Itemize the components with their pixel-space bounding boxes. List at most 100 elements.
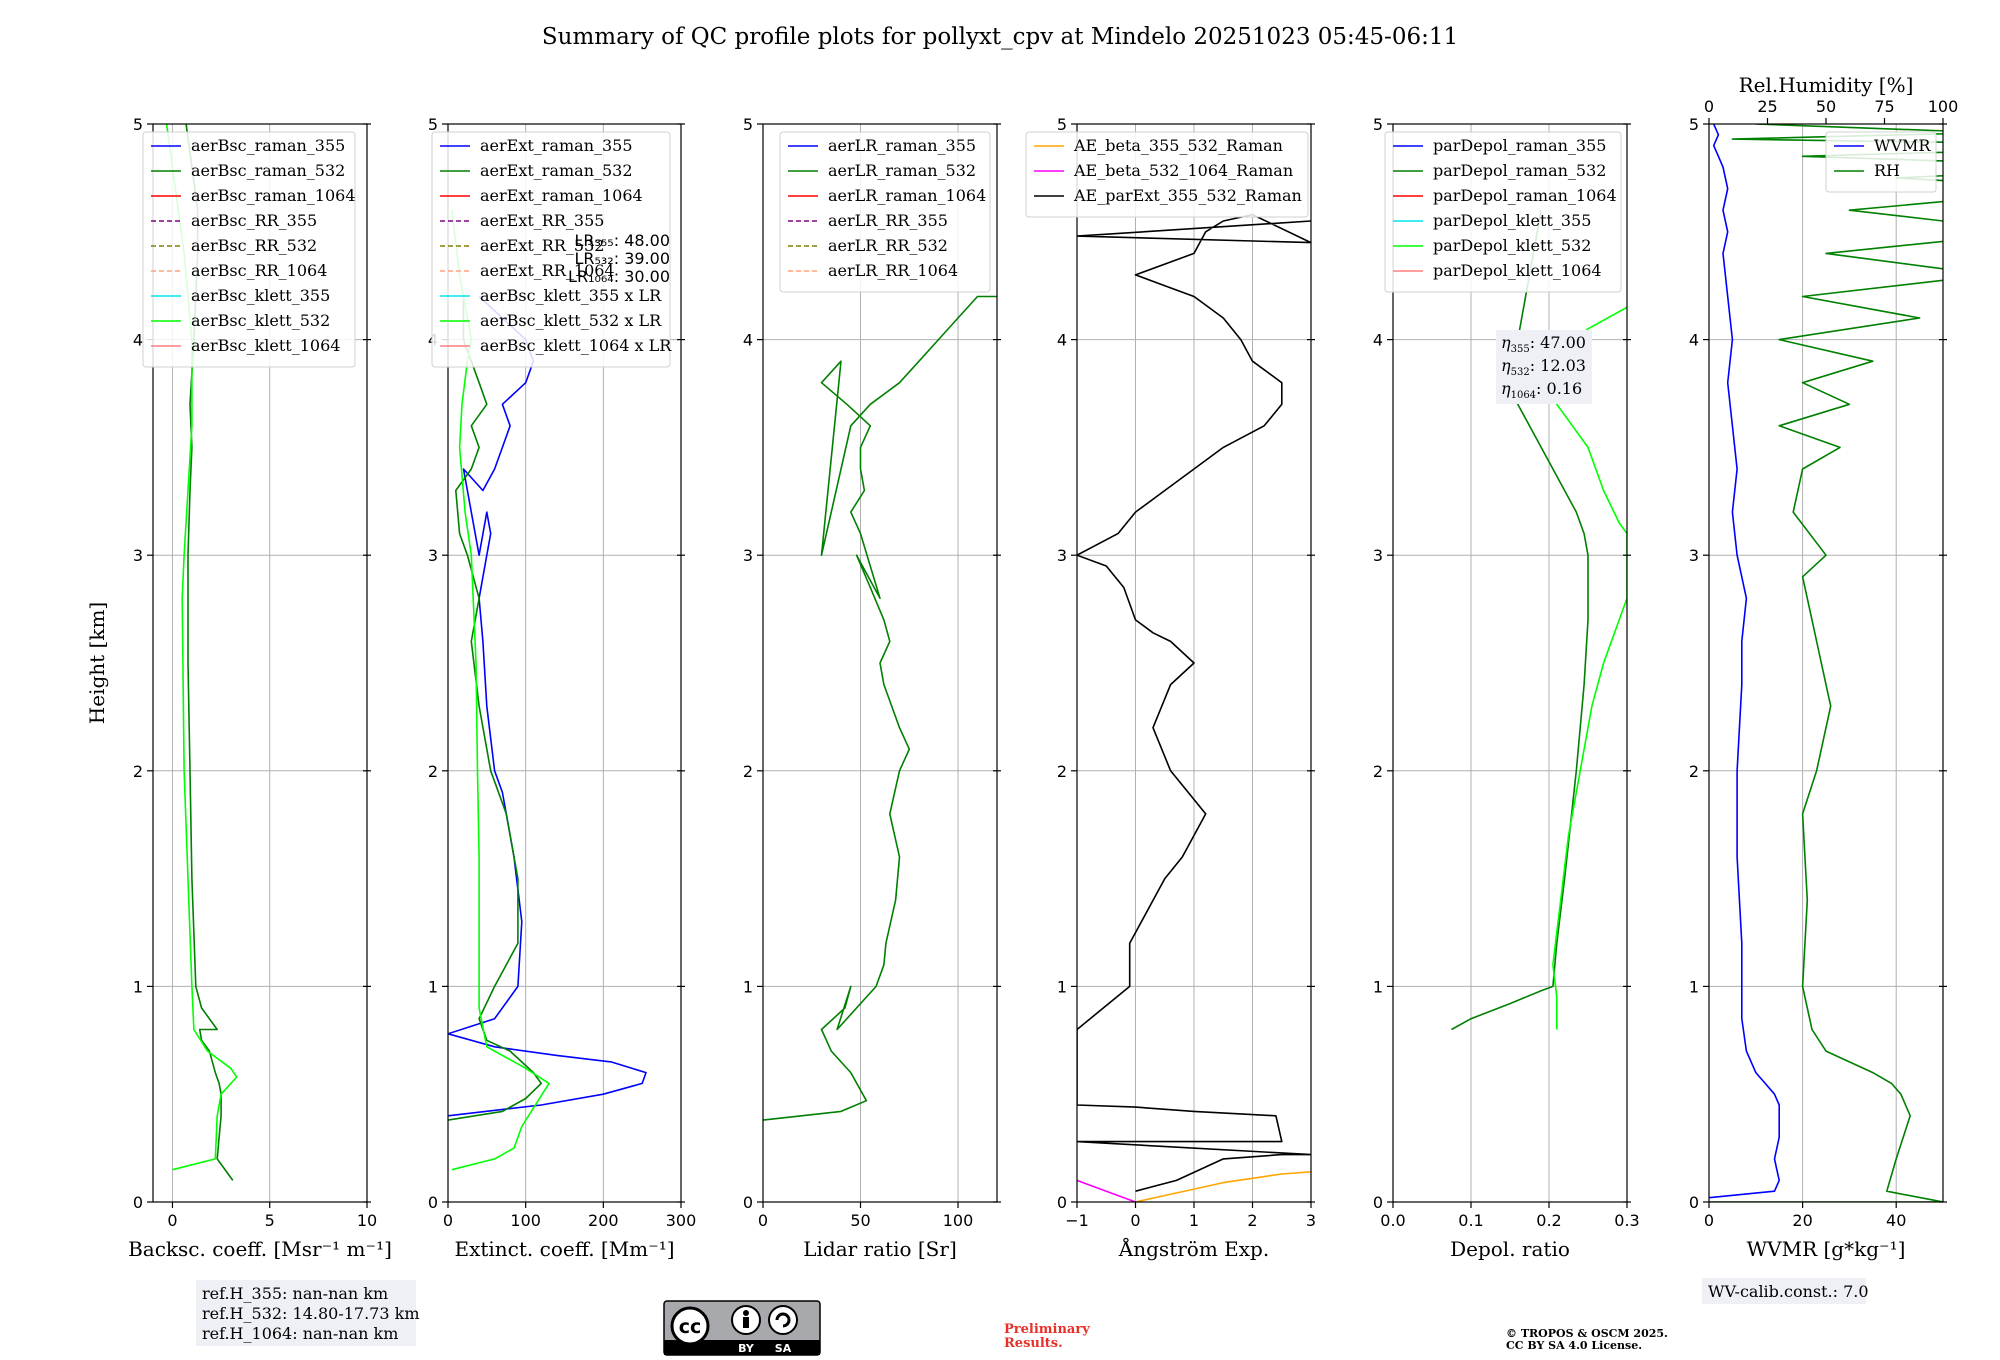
ae-ytick-label-2: 2	[1057, 762, 1067, 781]
depol-xlabel: Depol. ratio	[1450, 1237, 1570, 1261]
ae-xtick-label-0: −1	[1065, 1211, 1089, 1230]
bsc-ytick-label-1: 1	[133, 977, 143, 996]
ext-lr-text-2: LR₁₀₆₄: 30.00	[568, 267, 670, 286]
ext-xtick-label-2: 200	[588, 1211, 619, 1230]
by-person-body	[743, 1317, 749, 1328]
ext-legend-label-6: aerBsc_klett_355 x LR	[480, 286, 662, 305]
panel-ext: 0100200300012345Extinct. coeff. [Mm⁻¹]ae…	[428, 115, 696, 1261]
depol-ytick-label-1: 1	[1373, 977, 1383, 996]
lr-xtick-label-0: 0	[758, 1211, 768, 1230]
wv-calib-text: WV-calib.const.: 7.0	[1708, 1282, 1869, 1301]
wv-legend-label-0: WVMR	[1874, 136, 1931, 155]
ext-ytick-label-2: 2	[428, 762, 438, 781]
bsc-legend: aerBsc_raman_355 aerBsc_raman_532 aerBsc_r…	[142, 131, 356, 368]
depol-xtick-label-1: 0.1	[1458, 1211, 1483, 1230]
lr-ytick-label-0: 0	[743, 1193, 753, 1212]
lr-xtick-label-2: 100	[943, 1211, 974, 1230]
ext-xtick-label-3: 300	[666, 1211, 697, 1230]
wv-ytick-label-3: 3	[1689, 546, 1699, 565]
ext-legend-label-1: aerExt_raman_532	[480, 161, 633, 180]
ref-h-1064: ref.H_1064: nan-nan km	[202, 1324, 398, 1343]
ae-xtick-label-3: 2	[1247, 1211, 1257, 1230]
bsc-legend-label-2: aerBsc_raman_1064	[191, 186, 356, 205]
ae-legend-label-1: AE_beta_532_1064_Raman	[1073, 161, 1293, 180]
ext-xtick-label-1: 100	[510, 1211, 541, 1230]
copyright-line-1: © TROPOS & OSCM 2025.	[1506, 1327, 1668, 1340]
bsc-ytick-label-4: 4	[133, 331, 143, 350]
depol-legend-label-1: parDepol_raman_532	[1433, 161, 1606, 180]
bsc-xtick-label-2: 10	[357, 1211, 377, 1230]
depol-legend-label-2: parDepol_raman_1064	[1433, 186, 1617, 205]
wv-top-axis-label: Rel.Humidity [%]	[1739, 73, 1914, 97]
lr-ytick-label-1: 1	[743, 977, 753, 996]
ae-legend-label-0: AE_beta_355_532_Raman	[1073, 136, 1283, 155]
depol-series-parDepol_klett_532	[1540, 306, 1627, 1030]
cc-license-badge: cc BY SA	[663, 1300, 821, 1356]
ae-legend: AE_beta_355_532_Raman AE_beta_532_1064_Ra…	[1025, 131, 1309, 218]
ae-xtick-label-1: 0	[1130, 1211, 1140, 1230]
lr-axes-frame	[762, 123, 998, 1203]
lr-ytick-label-2: 2	[743, 762, 753, 781]
lr-legend: aerLR_raman_355 aerLR_raman_532 aerLR_rama…	[779, 131, 991, 293]
ext-legend: aerExt_raman_355 aerExt_raman_532 aerExt_r…	[431, 131, 672, 368]
ae-ytick-label-0: 0	[1057, 1193, 1067, 1212]
panel-lr: 0 50 100 0 1 2 3 4 5 Lidar ratio [Sr] aerLR_raman_…	[743, 115, 1001, 1261]
ext-legend-box	[431, 131, 671, 368]
copyright-line-2: CC BY SA 4.0 License.	[1506, 1339, 1642, 1352]
ext-series-aerExt_raman_532	[448, 296, 543, 1121]
depol-legend-label-5: parDepol_klett_1064	[1433, 261, 1602, 280]
lr-legend-label-3: aerLR_RR_355	[828, 211, 948, 230]
ext-ytick-label-1: 1	[428, 977, 438, 996]
wv-top-xtick-label-3: 75	[1874, 97, 1894, 116]
wv-xlabel: WVMR [g*kg⁻¹]	[1747, 1237, 1906, 1261]
depol-eta-value-1: : 12.03	[1530, 356, 1586, 375]
wv-ytick-label-0: 0	[1689, 1193, 1699, 1212]
reference-heights-box: ref.H_355: nan-nan km ref.H_532: 14.80-1…	[196, 1280, 420, 1346]
ref-h-532: ref.H_532: 14.80-17.73 km	[202, 1304, 420, 1323]
bsc-legend-box	[142, 131, 356, 368]
panel-wv: 0 20 40 0 1 2 3 4 5 WVMR [g*kg⁻¹] 0 25 50 75 100 Rel.Hu…	[1689, 73, 1958, 1261]
bsc-ytick-label-0: 0	[133, 1193, 143, 1212]
sa-share-icon	[768, 1305, 798, 1335]
wv-top-xtick-label-2: 50	[1816, 97, 1836, 116]
wv-calib-bg	[1702, 1278, 1866, 1304]
depol-ytick-label-3: 3	[1373, 546, 1383, 565]
depol-eta-symbol-0: η	[1501, 333, 1511, 352]
ext-ytick-label-3: 3	[428, 546, 438, 565]
lr-xtick-label-1: 50	[850, 1211, 870, 1230]
depol-eta-532: η532: 12.03	[1501, 356, 1586, 378]
ae-xtick-label-4: 3	[1306, 1211, 1316, 1230]
wv-xtick-label-2: 40	[1886, 1211, 1906, 1230]
wv-series-group	[1709, 124, 1943, 1202]
ext-legend-label-7: aerBsc_klett_532 x LR	[480, 311, 662, 330]
lr-legend-label-2: aerLR_raman_1064	[828, 186, 986, 205]
depol-xtick-label-0: 0.0	[1380, 1211, 1405, 1230]
bsc-xtick-label-0: 0	[167, 1211, 177, 1230]
bsc-legend-label-0: aerBsc_raman_355	[191, 136, 345, 155]
wv-xtick-label-1: 20	[1792, 1211, 1812, 1230]
ae-legend-label-2: AE_parExt_355_532_Raman	[1073, 186, 1302, 205]
wv-legend-box	[1825, 131, 1937, 193]
wv-calib-box: WV-calib.const.: 7.0	[1702, 1278, 1869, 1304]
ext-axes-frame	[447, 123, 682, 1203]
bsc-xtick-label-1: 5	[265, 1211, 275, 1230]
bsc-ytick-label-2: 2	[133, 762, 143, 781]
ae-ytick-label-4: 4	[1057, 331, 1067, 350]
ref-h-355: ref.H_355: nan-nan km	[202, 1284, 388, 1303]
depol-eta-subscript-0: 355	[1511, 344, 1530, 355]
reference-heights-bg	[196, 1280, 416, 1346]
wv-xtick-label-0: 0	[1704, 1211, 1714, 1230]
depol-ytick-label-5: 5	[1373, 115, 1383, 134]
cc-sa-label: SA	[775, 1342, 792, 1355]
depol-eta-355: η355: 47.00	[1501, 333, 1586, 355]
wv-series-RH	[1709, 124, 1943, 1202]
depol-eta-symbol-2: η	[1501, 379, 1511, 398]
depol-ytick-label-2: 2	[1373, 762, 1383, 781]
sa-arrow-icon	[775, 1312, 791, 1328]
ext-ytick-label-0: 0	[428, 1193, 438, 1212]
ae-ytick-label-1: 1	[1057, 977, 1067, 996]
ext-lr-text-0: LR₃₅₅: 48.00	[574, 231, 670, 250]
